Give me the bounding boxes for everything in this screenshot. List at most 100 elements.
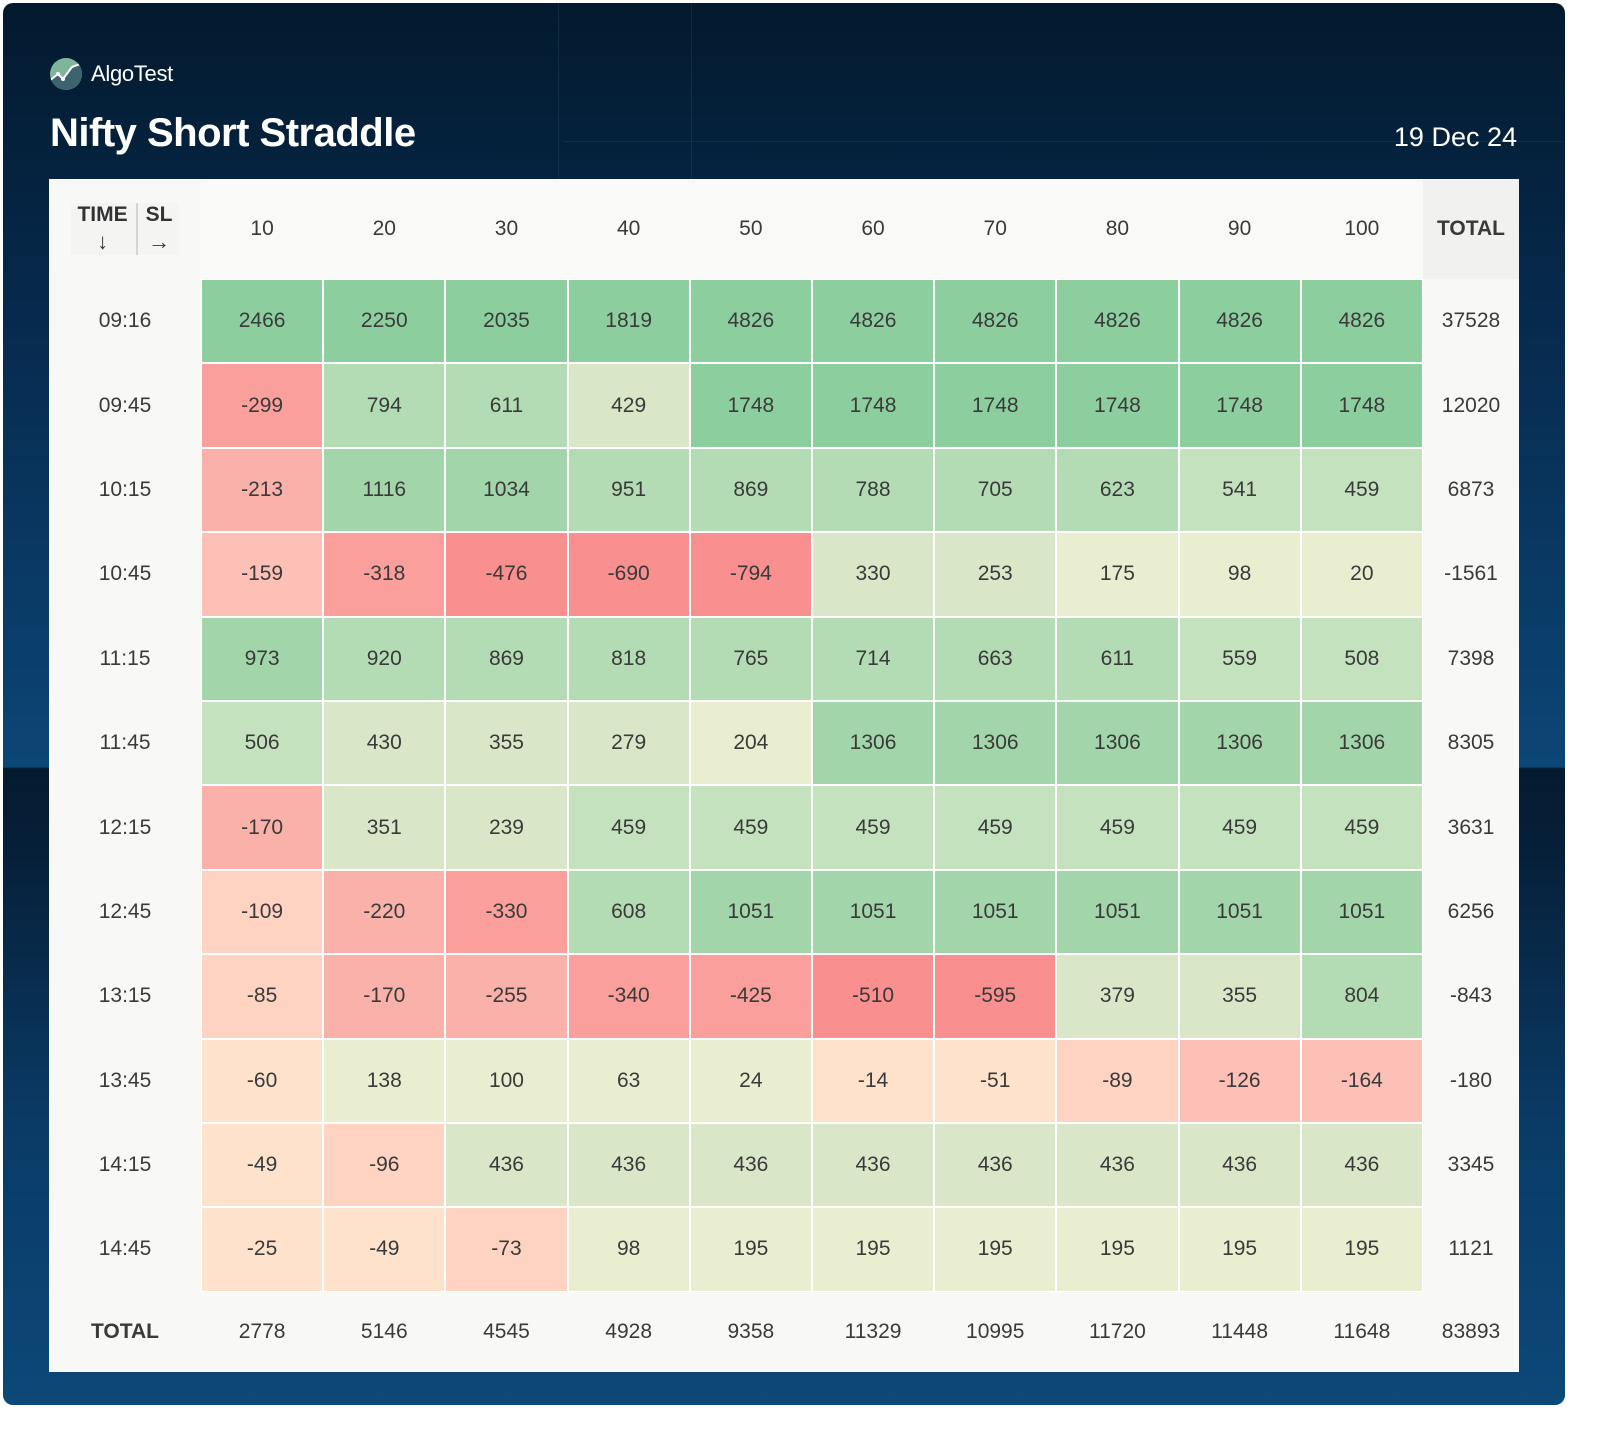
heatmap-cell: 4826 xyxy=(811,279,935,364)
heatmap-cell: 663 xyxy=(934,616,1057,701)
time-row: 14:45 -25 -49 -73 98 195 195 195 195 195 195 1121 xyxy=(49,1207,1519,1292)
heatmap-cell: -51 xyxy=(934,1038,1057,1123)
heatmap-cell: 330 xyxy=(811,532,935,617)
heatmap-cell: 804 xyxy=(1300,954,1423,1039)
heatmap-cell: 436 xyxy=(934,1122,1057,1208)
sl-column-header: 40 xyxy=(567,179,690,279)
sl-column-header: 90 xyxy=(1178,179,1301,279)
heatmap-cell: 788 xyxy=(811,447,935,533)
heatmap-cell: 1748 xyxy=(934,363,1057,448)
heatmap-cell: -109 xyxy=(201,869,324,955)
heatmap-cell: 714 xyxy=(811,616,935,701)
heatmap-cell: -89 xyxy=(1056,1038,1179,1123)
sl-column-header: 70 xyxy=(934,179,1057,279)
background-gridline xyxy=(558,3,559,183)
time-row: 10:15 -213 1116 1034 951 869 788 705 623 541 459 68… xyxy=(49,447,1519,533)
column-total: 4545 xyxy=(445,1291,568,1372)
grand-total: 83893 xyxy=(1423,1291,1519,1372)
heatmap-cell: 195 xyxy=(1300,1207,1423,1292)
heatmap-cell: 920 xyxy=(323,616,446,701)
heatmap-cell: 436 xyxy=(1300,1122,1423,1208)
heatmap-cell: -220 xyxy=(323,869,446,955)
time-row-label: 14:15 xyxy=(49,1122,201,1208)
heatmap-cell: 4826 xyxy=(689,279,812,364)
arrow-right-icon: → xyxy=(148,229,171,254)
row-total: 37528 xyxy=(1423,279,1519,364)
heatmap-cell: 4826 xyxy=(934,279,1057,364)
heatmap-cell: 355 xyxy=(1178,954,1301,1039)
heatmap-cell: 559 xyxy=(1178,616,1301,701)
sl-column-header: 30 xyxy=(445,179,568,279)
row-total: 6256 xyxy=(1423,869,1519,955)
brand: AlgoTest xyxy=(49,57,173,91)
row-total: 1121 xyxy=(1423,1207,1519,1292)
heatmap-cell: 2250 xyxy=(323,279,446,364)
heatmap-cell: 1051 xyxy=(811,869,935,955)
heatmap-cell: 379 xyxy=(1056,954,1179,1039)
heatmap-cell: 430 xyxy=(323,700,446,786)
heatmap-cell: 1034 xyxy=(445,447,568,533)
heatmap-cell: 508 xyxy=(1300,616,1423,701)
heatmap-cell: -170 xyxy=(323,954,446,1039)
heatmap-cell: -318 xyxy=(323,532,446,617)
total-column-header: TOTAL xyxy=(1423,179,1519,279)
heatmap-cell: -794 xyxy=(689,532,812,617)
heatmap-cell: -159 xyxy=(201,532,324,617)
heatmap-cell: 24 xyxy=(689,1038,812,1123)
time-row: 13:15 -85 -170 -255 -340 -425 -510 -595 379 355 80… xyxy=(49,954,1519,1039)
time-row-label: 12:15 xyxy=(49,785,201,870)
heatmap-cell: 239 xyxy=(445,785,568,870)
row-total: -843 xyxy=(1423,954,1519,1039)
heatmap-cell: 20 xyxy=(1300,532,1423,617)
time-row: 11:15 973 920 869 818 765 714 663 611 559 508 7398 xyxy=(49,616,1519,701)
heatmap-cell: 1748 xyxy=(689,363,812,448)
sl-column-header: 10 xyxy=(201,179,324,279)
heatmap-cell: 506 xyxy=(201,700,324,786)
heatmap-cell: 175 xyxy=(1056,532,1179,617)
heatmap-cell: -476 xyxy=(445,532,568,617)
heatmap-cell: 1306 xyxy=(934,700,1057,786)
heatmap-cell: 4826 xyxy=(1056,279,1179,364)
time-row: 13:45 -60 138 100 63 24 -14 -51 -89 -126 -164 -180 xyxy=(49,1038,1519,1123)
heatmap-cell: -73 xyxy=(445,1207,568,1292)
time-row-label: 10:15 xyxy=(49,447,201,533)
heatmap-cell: -425 xyxy=(689,954,812,1039)
heatmap-cell: 459 xyxy=(1056,785,1179,870)
heatmap-cell: 429 xyxy=(567,363,690,448)
time-row-label: 14:45 xyxy=(49,1207,201,1292)
row-total: -180 xyxy=(1423,1038,1519,1123)
heatmap-cell: 1051 xyxy=(689,869,812,955)
header-row: TIME ↓ SL → 10 20 30 40 50 60 70 80 90 100 TOTAL xyxy=(49,179,1519,279)
total-row: TOTAL 2778 5146 4545 4928 9358 11329 10995 11720… xyxy=(49,1291,1519,1372)
heatmap-cell: 1748 xyxy=(811,363,935,448)
time-row: 11:45 506 430 355 279 204 1306 1306 1306 1306 1306… xyxy=(49,700,1519,786)
row-total: 3631 xyxy=(1423,785,1519,870)
heatmap-cell: 869 xyxy=(445,616,568,701)
heatmap-cell: 1051 xyxy=(934,869,1057,955)
time-label: TIME xyxy=(77,203,128,226)
heatmap-cell: -255 xyxy=(445,954,568,1039)
heatmap-cell: 869 xyxy=(689,447,812,533)
heatmap-cell: 355 xyxy=(445,700,568,786)
heatmap-cell: 63 xyxy=(567,1038,690,1123)
column-total: 5146 xyxy=(323,1291,446,1372)
heatmap-cell: 138 xyxy=(323,1038,446,1123)
heatmap-cell: 459 xyxy=(1300,785,1423,870)
arrow-down-icon: ↓ xyxy=(97,229,109,254)
row-total: 12020 xyxy=(1423,363,1519,448)
heatmap-cell: -164 xyxy=(1300,1038,1423,1123)
sl-column-header: 100 xyxy=(1300,179,1423,279)
heatmap-cell: 195 xyxy=(934,1207,1057,1292)
column-total: 11329 xyxy=(811,1291,935,1372)
time-row: 14:15 -49 -96 436 436 436 436 436 436 436 436 3345 xyxy=(49,1122,1519,1208)
heatmap-cell: 1819 xyxy=(567,279,690,364)
heatmap-cell: -49 xyxy=(201,1122,324,1208)
heatmap-cell: 436 xyxy=(1056,1122,1179,1208)
algotest-logo-icon xyxy=(50,58,82,90)
report-date: 19 Dec 24 xyxy=(1393,122,1517,152)
time-row-label: 13:15 xyxy=(49,954,201,1039)
time-row-label: 13:45 xyxy=(49,1038,201,1123)
heatmap-cell: 1306 xyxy=(1056,700,1179,786)
heatmap-cell: 351 xyxy=(323,785,446,870)
heatmap-cell: -330 xyxy=(445,869,568,955)
